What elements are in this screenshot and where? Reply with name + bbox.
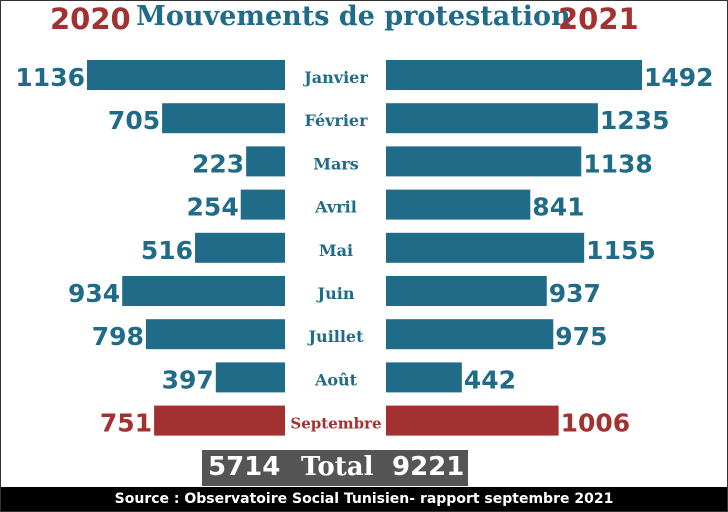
total-2021-value: 9221 <box>392 452 465 482</box>
totals-box: 5714 Total 9221 <box>202 450 468 486</box>
total-2020-value: 5714 <box>208 452 281 482</box>
month-label-mai: Mai <box>319 241 353 260</box>
bar-2021-aout <box>386 362 462 393</box>
bar-2021-mai <box>386 232 585 263</box>
bar-2021-juillet <box>386 319 554 350</box>
bar-2020-mai <box>195 232 285 263</box>
bar-2020-juillet <box>145 319 285 350</box>
month-label-janvier: Janvier <box>302 68 368 87</box>
bar-2020-septembre <box>154 405 285 436</box>
value-2020-janvier: 1136 <box>15 63 85 92</box>
value-2021-juin: 937 <box>549 279 601 308</box>
value-2021-mai: 1155 <box>586 236 656 265</box>
month-label-mars: Mars <box>313 154 359 173</box>
value-2020-mars: 223 <box>192 149 244 178</box>
bar-2020-fevrier <box>162 103 285 134</box>
bar-2021-avril <box>386 189 531 220</box>
bar-2020-juin <box>122 276 285 306</box>
value-2020-aout: 397 <box>162 365 214 394</box>
bar-2020-janvier <box>87 60 285 90</box>
bar-2021-janvier <box>386 60 642 90</box>
value-2021-juillet: 975 <box>555 322 607 351</box>
value-2021-fevrier: 1235 <box>600 106 670 135</box>
value-2021-avril: 841 <box>532 193 584 222</box>
year-2021-label: 2021 <box>558 2 639 36</box>
value-2020-fevrier: 705 <box>108 106 160 135</box>
bar-2021-mars <box>386 146 582 177</box>
month-label-fevrier: Février <box>304 111 368 130</box>
bar-2021-fevrier <box>386 103 598 134</box>
year-2020-label: 2020 <box>50 2 131 36</box>
value-2020-avril: 254 <box>187 193 239 222</box>
value-2020-juillet: 798 <box>92 322 144 351</box>
bar-2020-avril <box>240 189 285 220</box>
month-label-avril: Avril <box>314 198 357 217</box>
value-2020-septembre: 751 <box>100 409 152 438</box>
value-2021-mars: 1138 <box>583 149 653 178</box>
chart-title: Mouvements de protestation <box>136 1 571 32</box>
month-label-juillet: Juillet <box>306 327 364 346</box>
value-2021-septembre: 1006 <box>561 409 631 438</box>
month-label-juin: Juin <box>316 284 355 303</box>
source-footer: Source : Observatoire Social Tunisien- r… <box>1 487 727 511</box>
total-label: Total <box>301 452 374 482</box>
bar-2020-mars <box>246 146 285 177</box>
butterfly-bar-chart: 1136 1492 Janvier 705 1235 Février 223 1138 Mars… <box>15 60 714 438</box>
value-2020-mai: 516 <box>141 236 193 265</box>
month-label-septembre: Septembre <box>290 415 381 433</box>
bar-2020-aout <box>215 362 285 393</box>
value-2020-juin: 934 <box>68 279 120 308</box>
bar-2021-septembre <box>386 405 559 436</box>
value-2021-aout: 442 <box>464 365 516 394</box>
value-2021-janvier: 1492 <box>644 63 714 92</box>
month-label-aout: Août <box>314 370 358 389</box>
bar-2021-juin <box>386 276 547 306</box>
